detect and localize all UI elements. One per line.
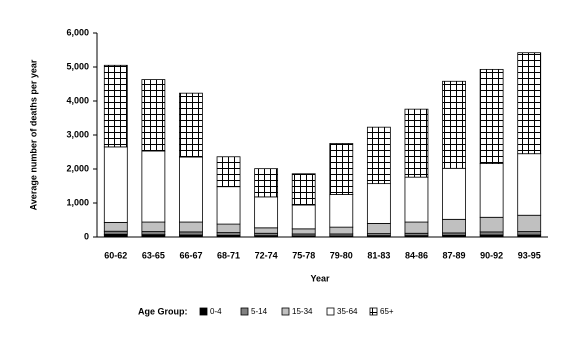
legend-label: 15-34 <box>292 307 313 316</box>
x-tick-label: 87-89 <box>443 250 466 260</box>
bar-segment <box>179 231 203 236</box>
x-tick-label: 84-86 <box>405 250 428 260</box>
bar-segment <box>329 226 354 235</box>
bar-segment <box>479 163 504 218</box>
bar-segment <box>517 153 542 216</box>
bar-segment <box>404 221 429 234</box>
bar-segment <box>366 126 391 185</box>
bar-segment <box>366 222 391 234</box>
bar-segment <box>442 80 466 169</box>
bar-segment <box>329 143 354 195</box>
bar-segment <box>479 68 504 164</box>
bar-segment <box>103 221 128 232</box>
bar-segment <box>141 79 166 152</box>
bar-segment <box>103 146 128 223</box>
y-tick-label: 2,000 <box>66 163 89 173</box>
legend-label: 65+ <box>380 307 394 316</box>
bar-segment <box>329 194 354 228</box>
y-tick-label: 1,000 <box>66 197 89 207</box>
legend-swatch <box>240 307 249 316</box>
x-axis-label: Year <box>310 273 330 283</box>
bar-segment <box>517 214 542 232</box>
y-tick-label: 3,000 <box>66 129 89 139</box>
x-tick-label: 81-83 <box>367 250 390 260</box>
bar-segment <box>404 176 429 223</box>
bar-segment <box>141 231 166 236</box>
bar-segment <box>179 92 203 158</box>
bar-segment <box>442 218 466 234</box>
x-tick-label: 75-78 <box>292 250 315 260</box>
bar-segment <box>404 108 429 178</box>
bar-segment <box>216 186 241 225</box>
legend-swatch <box>369 307 378 316</box>
bar-segment <box>254 227 279 234</box>
bar-segment <box>141 150 166 223</box>
legend-title: Age Group: <box>138 306 188 316</box>
bar-segment <box>479 216 504 233</box>
bar-segment <box>103 233 128 238</box>
bar-segment <box>366 183 391 224</box>
x-tick-label: 90-92 <box>480 250 503 260</box>
bar-segment <box>103 64 128 148</box>
bar-segment <box>291 228 316 235</box>
legend-label: 5-14 <box>251 307 268 316</box>
bar-segment <box>103 230 128 235</box>
legend-swatch <box>326 307 335 316</box>
x-tick-label: 66-67 <box>179 250 202 260</box>
x-tick-label: 93-95 <box>518 250 541 260</box>
x-tick-label: 60-62 <box>104 250 127 260</box>
bar-segment <box>216 232 241 236</box>
x-tick-label: 79-80 <box>330 250 353 260</box>
bar-segment <box>291 204 316 230</box>
y-tick-label: 5,000 <box>66 61 89 71</box>
y-axis-label: Average number of deaths per year <box>28 59 38 210</box>
bar-segment <box>141 221 166 232</box>
y-tick-label: 6,000 <box>66 27 89 37</box>
bar-segment <box>517 52 542 155</box>
bar-segment <box>179 156 203 223</box>
y-tick-label: 0 <box>84 231 89 241</box>
bar-segment <box>442 167 466 220</box>
bar-segment <box>479 231 504 236</box>
bar-segment <box>517 231 542 236</box>
legend-label: 0-4 <box>210 307 222 316</box>
y-tick-label: 4,000 <box>66 95 89 105</box>
bar-segment <box>254 196 279 229</box>
x-tick-label: 72-74 <box>255 250 278 260</box>
bar-segment <box>291 173 316 206</box>
legend-label: 35-64 <box>337 307 358 316</box>
legend-swatch <box>281 307 290 316</box>
bar-segment <box>216 223 241 233</box>
legend-swatch <box>199 307 208 316</box>
x-tick-label: 63-65 <box>142 250 165 260</box>
x-tick-label: 68-71 <box>217 250 240 260</box>
bar-segment <box>179 221 203 233</box>
bar-segment <box>216 156 241 188</box>
bar-segment <box>254 168 279 198</box>
